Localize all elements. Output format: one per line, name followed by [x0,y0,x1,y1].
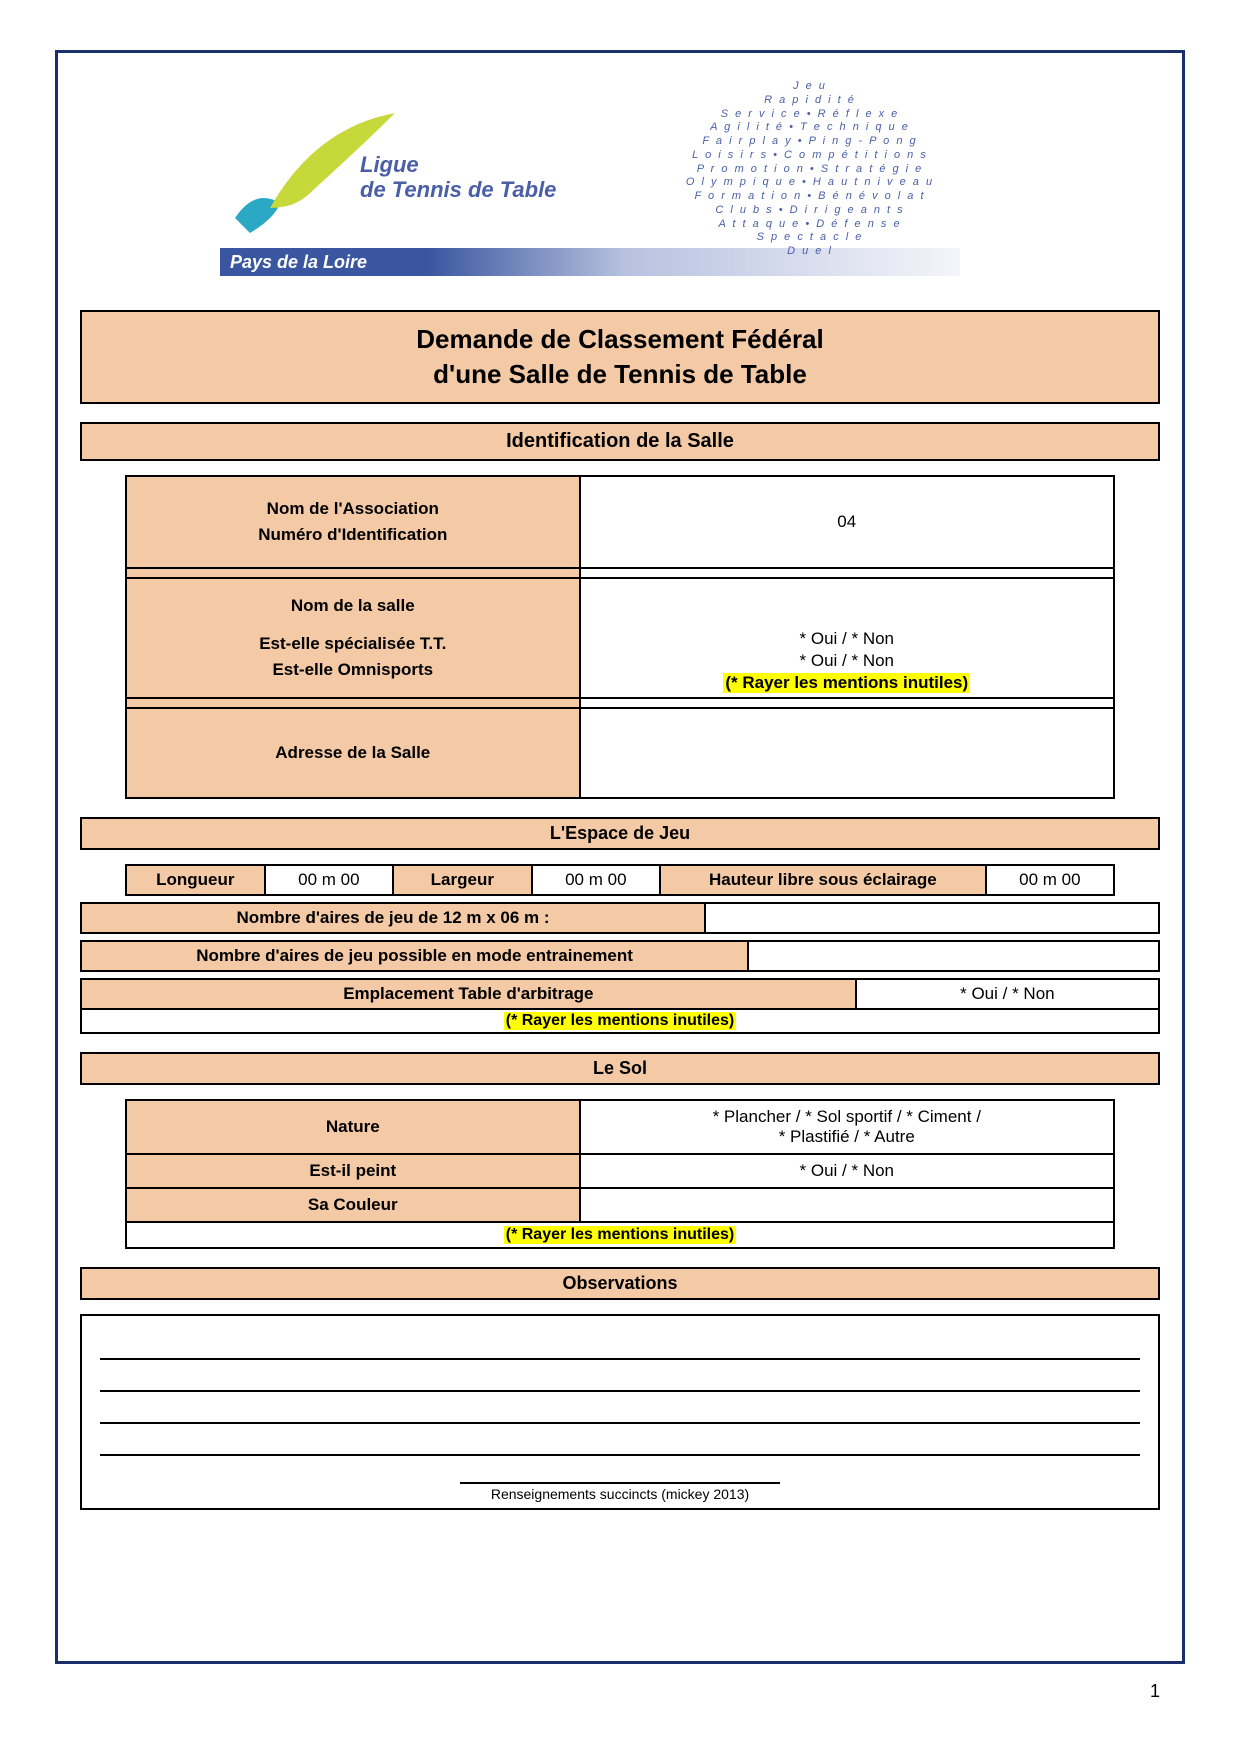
rayer-row-jeu: (* Rayer les mentions inutiles) [80,1010,1160,1034]
omni-value: * Oui / * Non [589,651,1105,671]
title-line1: Demande de Classement Fédéral [82,322,1158,357]
couleur-label: Sa Couleur [127,1189,581,1221]
spec-label: Est-elle spécialisée T.T. [135,634,571,654]
dimensions-row: Longueur 00 m 00 Largeur 00 m 00 Hauteur… [125,864,1115,896]
longueur-value: 00 m 00 [266,866,394,894]
hauteur-label: Hauteur libre sous éclairage [661,866,987,894]
rayer-row-sol: (* Rayer les mentions inutiles) [125,1223,1115,1249]
rayer-note-2: (* Rayer les mentions inutiles) [504,1012,737,1030]
page-number: 1 [1150,1681,1160,1702]
observations-box: Renseignements succincts (mickey 2013) [80,1314,1160,1510]
aires-entrainement-label: Nombre d'aires de jeu possible en mode e… [82,942,749,970]
obs-line [100,1398,1140,1424]
header-logo-area: Ligue de Tennis de Table Pays de la Loir… [80,80,1160,280]
obs-line [100,1334,1140,1360]
aires-entrainement-value [749,942,1158,970]
numid-label: Numéro d'Identification [135,525,571,545]
section-espace-jeu: L'Espace de Jeu [80,817,1160,850]
identification-table: Nom de l'Association Numéro d'Identifica… [125,475,1115,799]
peint-value: * Oui / * Non [587,1161,1107,1181]
main-title: Demande de Classement Fédéral d'une Sall… [80,310,1160,404]
rayer-note-3: (* Rayer les mentions inutiles) [504,1226,737,1244]
largeur-value: 00 m 00 [533,866,661,894]
nature-value-2: * Plastifié / * Autre [587,1127,1107,1147]
spec-value: * Oui / * Non [589,629,1105,649]
adresse-label: Adresse de la Salle [135,743,571,763]
nature-value-1: * Plancher / * Sol sportif / * Ciment / [587,1107,1107,1127]
adresse-value [581,709,1113,797]
sol-table: Nature * Plancher / * Sol sportif / * Ci… [125,1099,1115,1223]
omni-label: Est-elle Omnisports [135,660,571,680]
logo-line1: Ligue [360,152,556,177]
page-content: Ligue de Tennis de Table Pays de la Loir… [80,80,1160,1510]
aires-12x06-label: Nombre d'aires de jeu de 12 m x 06 m : [82,904,706,932]
section-sol: Le Sol [80,1052,1160,1085]
arbitrage-row: Emplacement Table d'arbitrage * Oui / * … [80,978,1160,1010]
assoc-label: Nom de l'Association [135,499,571,519]
rayer-note-1: (* Rayer les mentions inutiles) [723,673,970,693]
obs-line [100,1430,1140,1456]
aires-entrainement-row: Nombre d'aires de jeu possible en mode e… [80,940,1160,972]
nature-label: Nature [127,1101,581,1153]
logo-text: Ligue de Tennis de Table [360,152,556,203]
obs-line [100,1366,1140,1392]
logo-line2: de Tennis de Table [360,177,556,202]
hauteur-value: 00 m 00 [987,866,1113,894]
region-bar: Pays de la Loire [220,248,960,276]
couleur-value [581,1189,1113,1221]
title-line2: d'une Salle de Tennis de Table [82,357,1158,392]
section-identification: Identification de la Salle [80,422,1160,461]
largeur-label: Largeur [394,866,533,894]
section-observations: Observations [80,1267,1160,1300]
aires-12x06-row: Nombre d'aires de jeu de 12 m x 06 m : [80,902,1160,934]
obs-footer: Renseignements succincts (mickey 2013) [100,1486,1140,1502]
word-rain: J e u R a p i d i t é S e r v i c e • R … [670,80,950,240]
numid-value: 04 [589,512,1105,532]
arbitrage-label: Emplacement Table d'arbitrage [82,980,857,1008]
salle-label: Nom de la salle [135,596,571,616]
peint-label: Est-il peint [127,1155,581,1187]
aires-12x06-value [706,904,1158,932]
arbitrage-value: * Oui / * Non [857,980,1158,1008]
longueur-label: Longueur [127,866,266,894]
obs-line-short [460,1462,780,1484]
